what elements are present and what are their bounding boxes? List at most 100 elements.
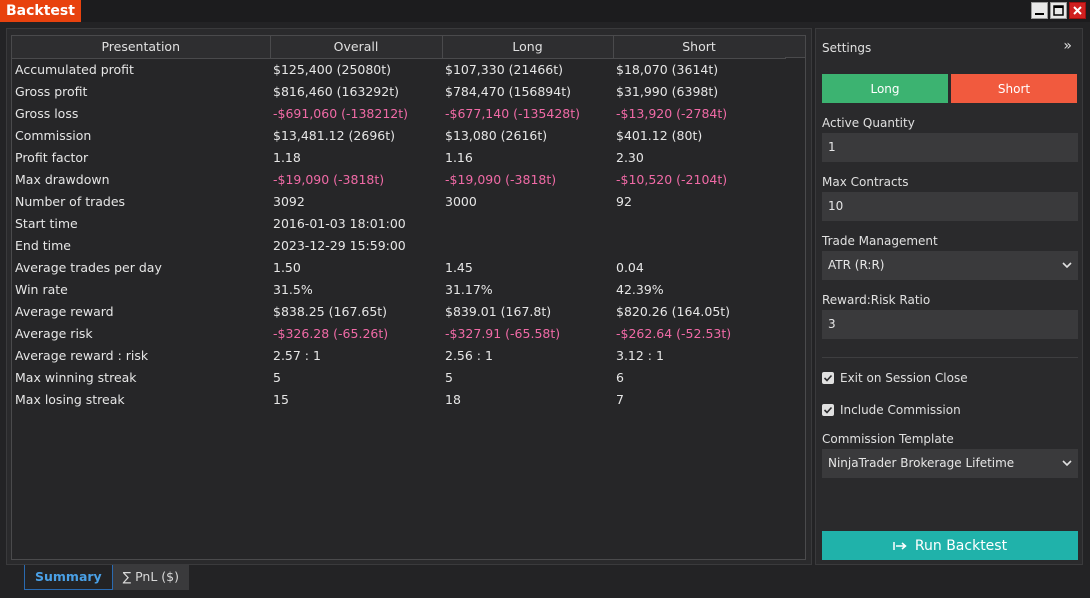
long-button[interactable]: Long — [822, 74, 948, 103]
tab-pnl[interactable]: ∑ PnL ($) — [112, 565, 189, 590]
column-header-presentation[interactable]: Presentation — [12, 36, 271, 59]
collapse-chevron-icon[interactable]: » — [1063, 38, 1072, 54]
cell-overall: 1.50 — [273, 259, 301, 275]
commission-template-label: Commission Template — [822, 432, 954, 446]
row-label: Gross profit — [15, 83, 88, 99]
tab-summary[interactable]: Summary — [24, 565, 113, 590]
column-header-overall[interactable]: Overall — [270, 36, 443, 59]
cell-overall: 2023-12-29 15:59:00 — [273, 237, 406, 253]
row-label: Commission — [15, 127, 92, 143]
table-row[interactable]: Average trades per day 1.50 1.45 0.04 — [12, 256, 785, 278]
active-quantity-label: Active Quantity — [822, 116, 915, 130]
divider — [822, 357, 1078, 358]
reward-risk-label: Reward:Risk Ratio — [822, 293, 931, 307]
cell-short: 42.39% — [616, 281, 664, 297]
cell-long: $839.01 (167.8t) — [445, 303, 552, 319]
table-row[interactable]: Average reward $838.25 (167.65t) $839.01 (… — [12, 300, 785, 322]
cell-short: 7 — [616, 391, 624, 407]
row-label: Max losing streak — [15, 391, 125, 407]
reward-risk-input[interactable]: 3 — [822, 310, 1078, 339]
cell-overall: -$326.28 (-65.26t) — [273, 325, 389, 341]
cell-long: 31.17% — [445, 281, 493, 297]
run-backtest-button[interactable]: Run Backtest — [822, 531, 1078, 560]
cell-short: -$262.64 (-52.53t) — [616, 325, 732, 341]
row-label: Win rate — [15, 281, 68, 297]
cell-overall: $838.25 (167.65t) — [273, 303, 388, 319]
header-filler — [785, 36, 805, 58]
minimize-icon — [1035, 13, 1044, 15]
row-label: Gross loss — [15, 105, 79, 121]
checkmark-icon — [822, 372, 834, 384]
bottom-tabs: Summary ∑ PnL ($) — [24, 565, 189, 590]
table-row[interactable]: Accumulated profit $125,400 (25080t) $107,… — [12, 58, 785, 80]
cell-overall: 2.57 : 1 — [273, 347, 321, 363]
exit-on-session-close-checkbox[interactable]: Exit on Session Close — [822, 371, 968, 385]
results-table: Presentation Overall Long Short Accumula… — [12, 36, 786, 410]
minimize-button[interactable] — [1031, 2, 1048, 19]
table-row[interactable]: Max drawdown -$19,090 (-3818t) -$19,090 (-… — [12, 168, 785, 190]
row-label: End time — [15, 237, 71, 253]
cell-long: -$327.91 (-65.58t) — [445, 325, 561, 341]
column-header-long[interactable]: Long — [442, 36, 614, 59]
include-commission-checkbox[interactable]: Include Commission — [822, 403, 961, 417]
column-header-short[interactable]: Short — [613, 36, 786, 59]
table-row[interactable]: End time 2023-12-29 15:59:00 — [12, 234, 785, 256]
active-quantity-input[interactable]: 1 — [822, 133, 1078, 162]
table-row[interactable]: Gross profit $816,460 (163292t) $784,470 (… — [12, 80, 785, 102]
close-button[interactable] — [1069, 2, 1086, 19]
cell-overall: -$19,090 (-3818t) — [273, 171, 385, 187]
cell-short: 6 — [616, 369, 624, 385]
cell-short: -$13,920 (-2784t) — [616, 105, 728, 121]
cell-long: -$677,140 (-135428t) — [445, 105, 581, 121]
cell-short — [613, 212, 785, 234]
table-row[interactable]: Average reward : risk 2.57 : 1 2.56 : 1 3.1… — [12, 344, 785, 366]
cell-overall: $13,481.12 (2696t) — [273, 127, 396, 143]
table-row[interactable]: Start time 2016-01-03 18:01:00 — [12, 212, 785, 234]
settings-title: Settings — [822, 41, 872, 55]
short-button[interactable]: Short — [951, 74, 1077, 103]
results-grid: Presentation Overall Long Short Accumula… — [11, 35, 806, 560]
cell-overall: $816,460 (163292t) — [273, 83, 399, 99]
table-row[interactable]: Max winning streak 5 5 6 — [12, 366, 785, 388]
cell-overall: 1.18 — [273, 149, 301, 165]
table-row[interactable]: Average risk -$326.28 (-65.26t) -$327.91 (… — [12, 322, 785, 344]
maximize-icon — [1053, 5, 1064, 16]
trade-management-label: Trade Management — [822, 234, 938, 248]
cell-long: 18 — [445, 391, 461, 407]
table-row[interactable]: Profit factor 1.18 1.16 2.30 — [12, 146, 785, 168]
cell-long: -$19,090 (-3818t) — [445, 171, 557, 187]
cell-long: $784,470 (156894t) — [445, 83, 571, 99]
trade-management-select[interactable]: ATR (R:R) — [822, 251, 1078, 280]
cell-long — [442, 212, 613, 234]
title-bar: Backtest — [0, 0, 1090, 22]
trade-management-value: ATR (R:R) — [828, 258, 885, 272]
row-label: Average reward : risk — [15, 347, 149, 363]
cell-short: $18,070 (3614t) — [616, 61, 719, 77]
window-controls — [1031, 2, 1086, 19]
table-row[interactable]: Gross loss -$691,060 (-138212t) -$677,140 … — [12, 102, 785, 124]
table-row[interactable]: Max losing streak 15 18 7 — [12, 388, 785, 410]
cell-short: 0.04 — [616, 259, 644, 275]
cell-overall: 15 — [273, 391, 289, 407]
cell-short: 2.30 — [616, 149, 644, 165]
results-panel: Presentation Overall Long Short Accumula… — [6, 28, 812, 565]
table-row[interactable]: Commission $13,481.12 (2696t) $13,080 (261… — [12, 124, 785, 146]
close-icon — [1073, 6, 1082, 15]
row-label: Average reward — [15, 303, 114, 319]
table-row[interactable]: Number of trades 3092 3000 92 — [12, 190, 785, 212]
cell-long — [442, 234, 613, 256]
window-title: Backtest — [0, 0, 81, 22]
cell-long: 2.56 : 1 — [445, 347, 493, 363]
maximize-button[interactable] — [1050, 2, 1067, 19]
chevron-down-icon — [1062, 251, 1072, 291]
cell-long: $13,080 (2616t) — [445, 127, 548, 143]
commission-template-select[interactable]: NinjaTrader Brokerage Lifetime — [822, 449, 1078, 478]
row-label: Max winning streak — [15, 369, 137, 385]
cell-overall: 5 — [273, 369, 281, 385]
row-label: Average trades per day — [15, 259, 162, 275]
row-label: Max drawdown — [15, 171, 110, 187]
cell-short: $401.12 (80t) — [616, 127, 703, 143]
max-contracts-input[interactable]: 10 — [822, 192, 1078, 221]
table-row[interactable]: Win rate 31.5% 31.17% 42.39% — [12, 278, 785, 300]
